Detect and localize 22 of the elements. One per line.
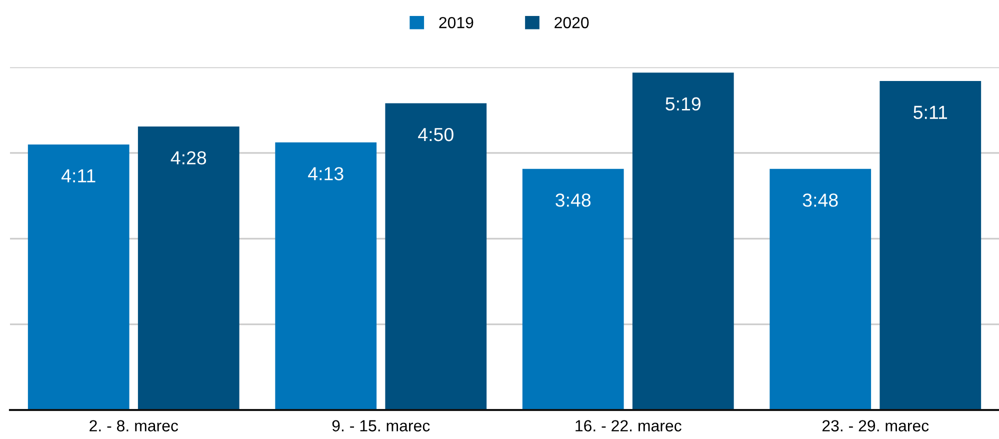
data-label: 3:48 (556, 194, 591, 207)
legend-label: 2020 (554, 16, 589, 28)
bar (632, 72, 734, 410)
bar (28, 144, 130, 410)
data-label: 5:19 (666, 97, 700, 111)
bar (770, 168, 872, 410)
data-label: 4:13 (308, 167, 344, 180)
bar (880, 81, 982, 410)
data-label: 4:11 (61, 169, 96, 182)
x-tick-label: 23. - 29. marec (822, 420, 929, 432)
x-tick-label: 2. - 8. marec (90, 420, 178, 432)
bar (138, 126, 240, 410)
bar (385, 103, 487, 410)
legend-label: 2019 (439, 16, 474, 28)
bar (522, 168, 624, 410)
data-label: 4:50 (418, 128, 454, 142)
x-tick-label: 16. - 22. marec (576, 420, 682, 432)
x-tick-label: 9. - 15. marec (332, 420, 430, 432)
bar (275, 142, 377, 410)
data-label: 4:28 (170, 151, 206, 164)
data-label: 3:48 (802, 194, 838, 207)
data-label: 5:11 (914, 106, 948, 120)
